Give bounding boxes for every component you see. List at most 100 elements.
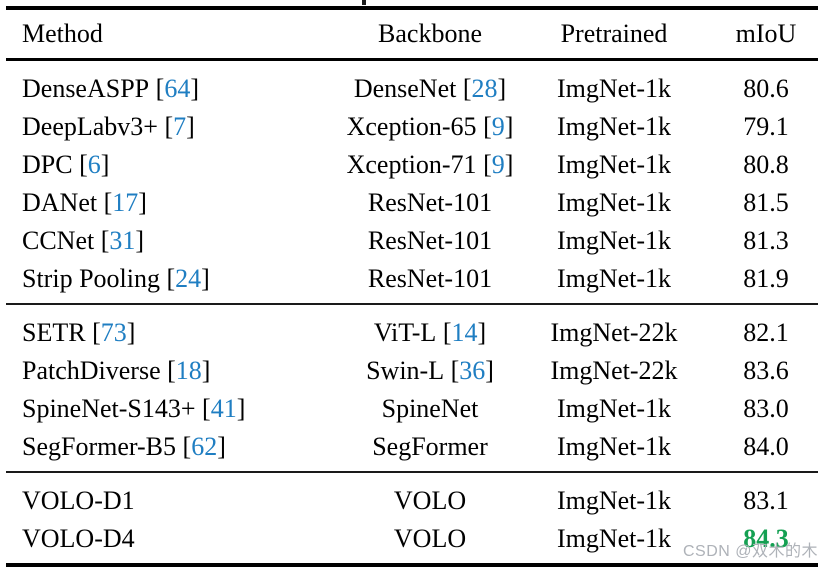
pretrained-cell: ImgNet-22k	[550, 356, 678, 385]
table-row: VOLO-D1 VOLO ImgNet-1k 83.1	[6, 472, 818, 520]
miou-cell: 83.1	[743, 486, 789, 515]
method-cell: SETR73	[6, 304, 346, 352]
backbone-cell: SegFormer	[346, 428, 514, 472]
pretrained-cell: ImgNet-1k	[556, 226, 672, 255]
table-row: DeepLabv3+7 Xception-659 ImgNet-1k 79.1	[6, 108, 818, 146]
method-citation-link[interactable]: 7	[158, 112, 195, 141]
method-citation-link[interactable]: 62	[176, 432, 226, 461]
backbone-name: SegFormer	[372, 432, 488, 461]
backbone-cell: ResNet-101	[346, 260, 514, 304]
method-cell: DANet17	[6, 184, 346, 222]
method-cell: DeepLabv3+7	[6, 108, 346, 146]
method-cell: DenseASPP64	[6, 60, 346, 109]
table-row: DenseASPP64 DenseNet28 ImgNet-1k 80.6	[6, 60, 818, 109]
backbone-citation-link[interactable]: 9	[477, 112, 514, 141]
backbone-name: Xception-71	[346, 150, 477, 179]
method-name: DenseASPP	[22, 74, 150, 103]
col-header-pretrained: Pretrained	[560, 19, 668, 48]
method-name: CCNet	[22, 226, 95, 255]
backbone-cell: ResNet-101	[346, 184, 514, 222]
table-group-3: VOLO-D1 VOLO ImgNet-1k 83.1 VOLO-D4 VOLO…	[6, 472, 818, 565]
method-citation-link[interactable]: 41	[196, 394, 246, 423]
table-row: SpineNet-S143+41 SpineNet ImgNet-1k 83.0	[6, 390, 818, 428]
col-header-backbone: Backbone	[378, 19, 482, 48]
miou-cell: 80.8	[743, 150, 789, 179]
backbone-cell: Xception-719	[346, 146, 514, 184]
csdn-watermark: CSDN @双木的木	[682, 543, 818, 560]
backbone-name: ResNet-101	[367, 264, 493, 293]
table-header-row: Method Backbone Pretrained mIoU	[6, 8, 818, 60]
method-citation-link[interactable]: 64	[149, 74, 199, 103]
method-name: SegFormer-B5	[22, 432, 177, 461]
pretrained-cell: ImgNet-1k	[556, 188, 672, 217]
table-row: CCNet31 ResNet-101 ImgNet-1k 81.3	[6, 222, 818, 260]
method-cell: SegFormer-B562	[6, 428, 346, 472]
method-name: SETR	[22, 318, 86, 347]
pretrained-cell: ImgNet-1k	[556, 264, 672, 293]
method-cell: PatchDiverse18	[6, 352, 346, 390]
method-citation-link[interactable]: 6	[73, 150, 110, 179]
backbone-cell: Swin-L36	[346, 352, 514, 390]
backbone-cell: SpineNet	[346, 390, 514, 428]
method-cell: VOLO-D1	[6, 472, 346, 520]
backbone-name: SpineNet	[381, 394, 479, 423]
pretrained-cell: ImgNet-1k	[556, 74, 672, 103]
method-name: PatchDiverse	[22, 356, 161, 385]
backbone-name: Xception-65	[346, 112, 477, 141]
method-name: VOLO-D4	[22, 524, 135, 553]
method-name: Strip Pooling	[22, 264, 160, 293]
miou-cell: 79.1	[743, 112, 789, 141]
method-cell: CCNet31	[6, 222, 346, 260]
backbone-citation-link[interactable]: 28	[456, 74, 506, 103]
table-row: SegFormer-B562 SegFormer ImgNet-1k 84.0	[6, 428, 818, 472]
backbone-cell: DenseNet28	[346, 60, 514, 109]
method-name: DeepLabv3+	[22, 112, 158, 141]
backbone-name: ResNet-101	[367, 188, 493, 217]
table-row: PatchDiverse18 Swin-L36 ImgNet-22k 83.6	[6, 352, 818, 390]
backbone-name: ResNet-101	[367, 226, 493, 255]
method-citation-link[interactable]: 18	[161, 356, 211, 385]
miou-cell: 82.1	[743, 318, 789, 347]
method-name: VOLO-D1	[22, 486, 135, 515]
backbone-cell: Xception-659	[346, 108, 514, 146]
method-name: DPC	[22, 150, 73, 179]
table-group-1: DenseASPP64 DenseNet28 ImgNet-1k 80.6 De…	[6, 60, 818, 304]
table-row: Strip Pooling24 ResNet-101 ImgNet-1k 81.…	[6, 260, 818, 304]
backbone-cell: VOLO	[346, 520, 514, 565]
method-citation-link[interactable]: 17	[97, 188, 147, 217]
miou-cell: 81.3	[743, 226, 789, 255]
method-cell: SpineNet-S143+41	[6, 390, 346, 428]
method-citation-link[interactable]: 73	[86, 318, 136, 347]
results-table: Method Backbone Pretrained mIoU DenseASP…	[6, 6, 818, 567]
col-header-method: Method	[22, 19, 103, 48]
miou-cell: 83.6	[743, 356, 789, 385]
pretrained-cell: ImgNet-1k	[556, 112, 672, 141]
backbone-name: VOLO	[393, 524, 467, 553]
col-header-miou: mIoU	[735, 19, 797, 48]
table-row: VOLO-D4 VOLO ImgNet-1k 84.3	[6, 520, 818, 565]
method-name: SpineNet-S143+	[22, 394, 196, 423]
backbone-cell: ViT-L14	[346, 304, 514, 352]
pretrained-cell: ImgNet-1k	[556, 486, 672, 515]
pretrained-cell: ImgNet-1k	[556, 150, 672, 179]
table-group-2: SETR73 ViT-L14 ImgNet-22k 82.1 PatchDive…	[6, 304, 818, 472]
miou-cell: 81.5	[743, 188, 789, 217]
pretrained-cell: ImgNet-1k	[556, 432, 672, 461]
backbone-name: DenseNet	[353, 74, 457, 103]
miou-cell: 81.9	[743, 264, 789, 293]
method-name: DANet	[22, 188, 98, 217]
backbone-citation-link[interactable]: 14	[436, 318, 486, 347]
caption-fragment	[362, 0, 366, 5]
method-citation-link[interactable]: 31	[94, 226, 144, 255]
method-citation-link[interactable]: 24	[160, 264, 210, 293]
miou-cell: 84.3	[743, 524, 789, 553]
pretrained-cell: ImgNet-1k	[556, 524, 672, 553]
backbone-citation-link[interactable]: 9	[477, 150, 514, 179]
backbone-name: VOLO	[393, 486, 467, 515]
pretrained-cell: ImgNet-22k	[550, 318, 678, 347]
backbone-citation-link[interactable]: 36	[444, 356, 494, 385]
method-cell: DPC6	[6, 146, 346, 184]
method-cell: Strip Pooling24	[6, 260, 346, 304]
method-cell: VOLO-D4	[6, 520, 346, 565]
